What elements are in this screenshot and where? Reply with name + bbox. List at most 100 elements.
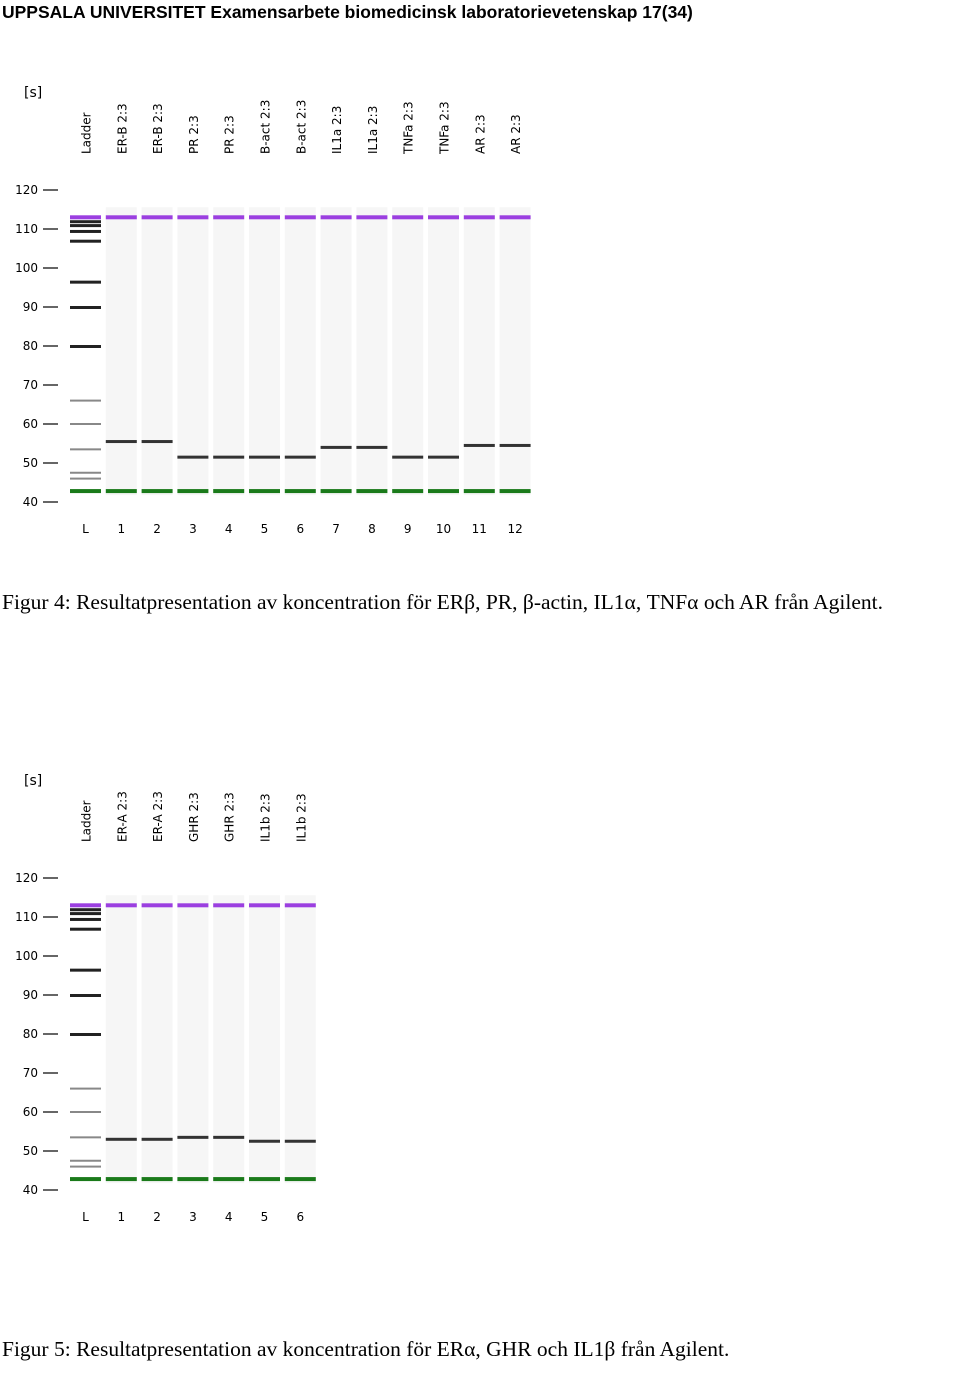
ladder-band [70, 477, 101, 480]
upper-marker-band [70, 903, 101, 908]
ladder-band [70, 1165, 101, 1168]
ladder-band [70, 1087, 101, 1090]
axis-tick-label: 100 [15, 261, 38, 275]
lane-label: PR 2:3 [187, 115, 201, 154]
lane-number: 4 [225, 522, 233, 536]
ladder-band [70, 280, 101, 284]
ladder-band [70, 399, 101, 402]
upper-marker-band [463, 215, 495, 220]
axis-tick-label: 90 [23, 988, 38, 1002]
lane-number: 3 [189, 522, 197, 536]
upper-marker-band [284, 215, 316, 220]
lane-number: 6 [296, 522, 304, 536]
lower-marker-band [249, 1177, 280, 1182]
sample-band [177, 455, 209, 459]
sample-band [249, 1139, 280, 1143]
lane-label: AR 2:3 [473, 114, 487, 154]
axis-tick-label: 110 [15, 910, 38, 924]
lane-number: 12 [507, 522, 522, 536]
lower-marker-band [141, 1177, 173, 1182]
upper-marker-band [356, 215, 388, 220]
upper-marker-band [428, 215, 459, 220]
ladder-band [70, 220, 101, 224]
lower-marker-band [105, 1177, 137, 1182]
lower-marker-band [70, 1177, 101, 1182]
axis-tick-label: 120 [15, 871, 38, 885]
lane-number: 3 [189, 1210, 197, 1224]
lane-number: 8 [368, 522, 376, 536]
upper-marker-band [249, 903, 280, 908]
lane-number: 11 [472, 522, 487, 536]
lane-number: 5 [261, 1210, 269, 1224]
ladder-band [70, 239, 101, 243]
sample-band [141, 1137, 173, 1141]
upper-marker-band [213, 215, 245, 220]
lower-marker-band [392, 489, 424, 494]
ladder-band [70, 908, 101, 912]
lane-label: Ladder [80, 800, 94, 842]
lower-marker-band [70, 489, 101, 494]
sample-band [392, 455, 424, 459]
lane-label: IL1a 2:3 [330, 106, 344, 154]
lower-marker-band [213, 1177, 245, 1182]
lane-label: B-act 2:3 [259, 100, 273, 154]
unit-label: [s] [24, 773, 42, 789]
lane-label: IL1b 2:3 [294, 793, 308, 842]
lower-marker-band [320, 489, 352, 494]
lane-number: L [82, 1210, 89, 1224]
lane-label: IL1a 2:3 [366, 106, 380, 154]
lane-label: ER-B 2:3 [151, 103, 165, 154]
lane-background [213, 207, 245, 496]
ladder-band [70, 994, 101, 997]
sample-band [356, 445, 388, 449]
upper-marker-band [141, 215, 173, 220]
upper-marker-band [249, 215, 280, 220]
axis-tick-label: 100 [15, 949, 38, 963]
sample-band [428, 455, 459, 459]
lower-marker-band [249, 489, 280, 494]
lane-number: 2 [153, 1210, 161, 1224]
lane-number: 1 [117, 1210, 125, 1224]
axis-tick-label: 50 [23, 456, 38, 470]
lane-background [141, 207, 173, 496]
lane-background [213, 895, 245, 1184]
lane-number: L [82, 522, 89, 536]
lane-background [284, 207, 316, 496]
sample-band [177, 1135, 209, 1139]
lane-background [463, 207, 495, 496]
lane-background [105, 895, 137, 1184]
gel-image-figure-5: [s] 120 110 100 90 80 70 60 50 40 Ladder L ER-A 2:3 1… [15, 773, 316, 1224]
upper-marker-band [105, 903, 137, 908]
university-name: UPPSALA UNIVERSITET [2, 2, 206, 22]
lane-label: ER-A 2:3 [115, 791, 129, 842]
sample-band [284, 1139, 316, 1143]
sample-band [105, 1137, 137, 1141]
lane-label: ER-A 2:3 [151, 791, 165, 842]
lane-background [356, 207, 388, 496]
sample-band [213, 455, 245, 459]
lower-marker-band [428, 489, 459, 494]
sample-band [249, 455, 280, 459]
upper-marker-band [213, 903, 245, 908]
lane-number: 10 [436, 522, 451, 536]
sample-band [463, 443, 495, 447]
ladder-band [70, 927, 101, 931]
lower-marker-band [141, 489, 173, 494]
axis-tick-label: 40 [23, 1183, 38, 1197]
axis-tick-label: 90 [23, 300, 38, 314]
upper-marker-band [141, 903, 173, 908]
lower-marker-band [213, 489, 245, 494]
lane-label: IL1b 2:3 [259, 793, 273, 842]
lane-background [177, 207, 209, 496]
axis-tick-label: 60 [23, 1105, 38, 1119]
lane-number: 6 [296, 1210, 304, 1224]
figure-5-caption: Figur 5: Resultatpresentation av koncent… [2, 1337, 730, 1361]
lane-label: AR 2:3 [509, 114, 523, 154]
page-number: 17(34) [642, 2, 693, 22]
axis-tick-label: 70 [23, 378, 38, 392]
sample-band [320, 445, 352, 449]
ladder-band [70, 912, 101, 916]
axis-tick-label: 120 [15, 183, 38, 197]
lane-background [177, 895, 209, 1184]
